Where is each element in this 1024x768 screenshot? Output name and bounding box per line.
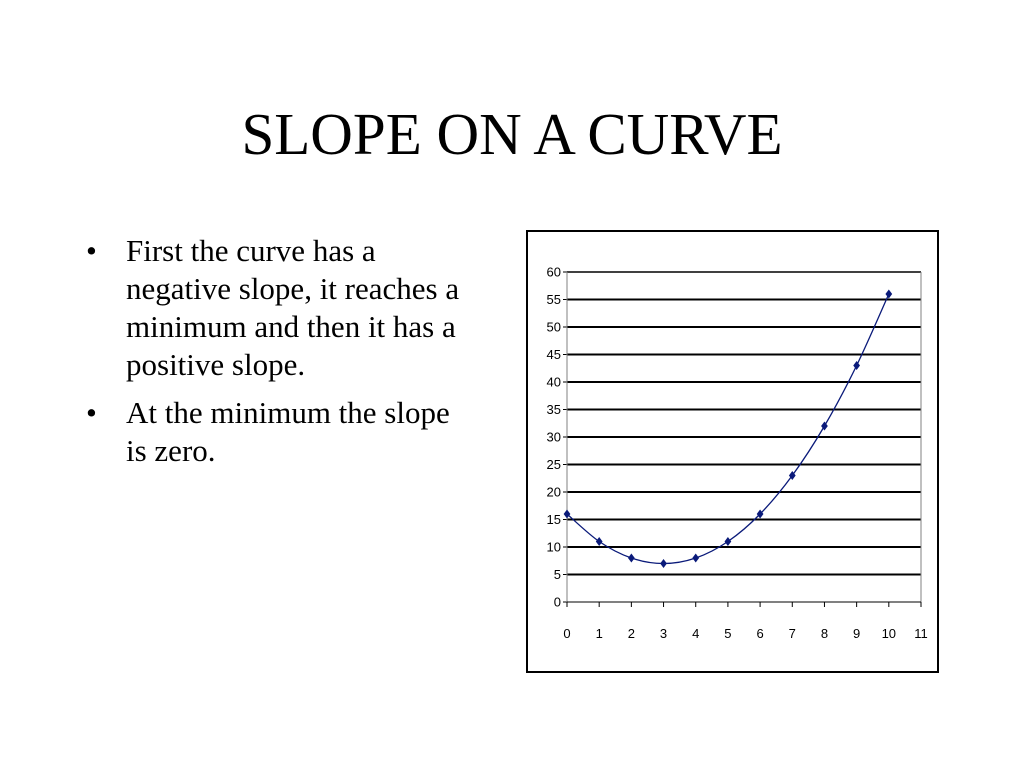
x-tick-label: 6: [756, 626, 763, 641]
bullet-icon: •: [86, 395, 97, 430]
x-tick-label: 7: [789, 626, 796, 641]
slide-title: SLOPE ON A CURVE: [241, 101, 783, 167]
x-tick-label: 8: [821, 626, 828, 641]
data-point-marker: [595, 537, 603, 546]
data-point-marker: [788, 471, 796, 480]
x-tick-label: 11: [914, 626, 928, 641]
bullet-icon: •: [86, 233, 97, 268]
bullet-text: First the curve has a negative slope, it…: [126, 233, 460, 382]
data-point-marker: [885, 289, 893, 299]
y-tick-label: 40: [547, 375, 561, 390]
y-tick-label: 5: [554, 567, 561, 582]
data-point-marker: [756, 509, 764, 519]
chart-frame: 0 5 10 15 20 25 30 35 40 45 50 55 60 0 1 2 3 4 5 6 7 8 9 10 11: [526, 230, 939, 673]
y-tick-label: 55: [547, 292, 561, 307]
x-tick-label: 0: [563, 626, 570, 641]
data-point-marker: [853, 361, 861, 370]
y-tick-label: 15: [547, 512, 561, 527]
y-tick-label: 0: [554, 595, 561, 610]
data-point-marker: [660, 559, 667, 568]
data-point-marker: [692, 553, 700, 563]
y-tick-label: 45: [547, 347, 561, 362]
x-tick-label: 1: [596, 626, 603, 641]
data-point-marker: [724, 537, 732, 546]
bullet-list: • First the curve has a negative slope, …: [84, 232, 474, 480]
y-tick-label: 60: [547, 265, 561, 280]
bullet-text: At the minimum the slope is zero.: [126, 395, 450, 468]
y-tick-label: 50: [547, 320, 561, 335]
data-point-marker: [821, 421, 828, 431]
data-point-marker: [563, 509, 571, 519]
x-tick-label: 2: [628, 626, 635, 641]
x-tick-label: 9: [853, 626, 860, 641]
y-tick-label: 25: [547, 457, 561, 472]
x-tick-label: 4: [692, 626, 699, 641]
data-point-marker: [627, 553, 635, 563]
x-tick-label: 5: [724, 626, 731, 641]
y-tick-label: 20: [547, 485, 561, 500]
y-tick-label: 30: [547, 430, 561, 445]
series-line: [566, 293, 890, 565]
y-tick-label: 35: [547, 402, 561, 417]
y-tick-label: 10: [547, 540, 561, 555]
bullet-item: • First the curve has a negative slope, …: [84, 232, 474, 384]
x-tick-label: 3: [660, 626, 667, 641]
bullet-item: • At the minimum the slope is zero.: [84, 394, 474, 470]
x-tick-label: 10: [882, 626, 896, 641]
